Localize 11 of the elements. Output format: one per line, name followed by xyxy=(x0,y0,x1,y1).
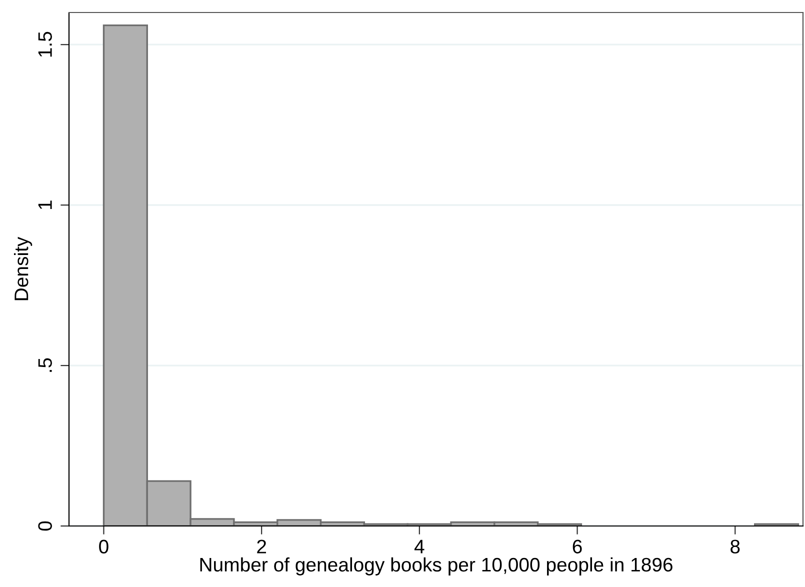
y-tick-label: 0 xyxy=(38,521,52,531)
y-axis-title: Density xyxy=(14,236,32,300)
y-tick-label: 1 xyxy=(38,200,52,209)
x-tick-label: 4 xyxy=(414,540,424,554)
x-tick-label: 8 xyxy=(730,540,740,554)
y-tick-label: .5 xyxy=(38,358,52,372)
x-tick-label: 0 xyxy=(99,540,108,554)
y-tick-label: 1.5 xyxy=(38,32,52,57)
x-axis-title: Number of genealogy books per 10,000 people in 1896 xyxy=(200,557,672,576)
x-tick-label: 2 xyxy=(257,540,266,554)
x-tick-label: 6 xyxy=(572,540,582,554)
